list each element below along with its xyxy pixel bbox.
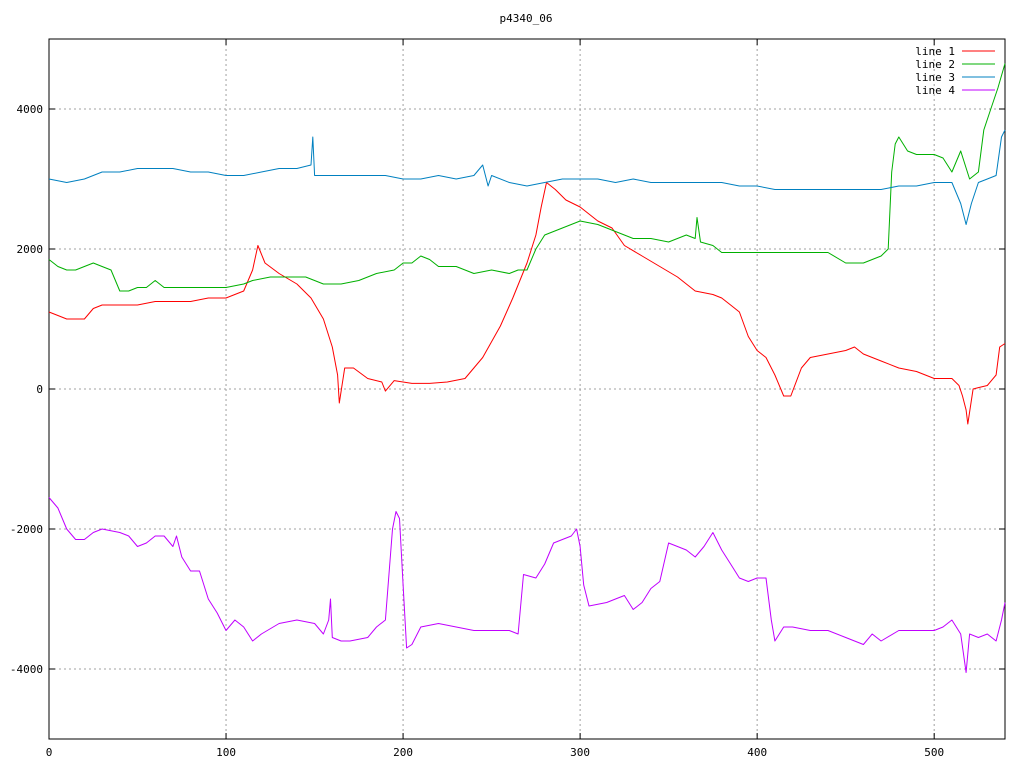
legend-label-3: line 3: [915, 71, 955, 84]
y-tick-label: 0: [36, 383, 43, 396]
plot-border: [48, 38, 1006, 740]
series-line-1: [48, 182, 1006, 425]
series-line-4: [48, 497, 1006, 673]
x-tick-label: 200: [393, 746, 413, 759]
plot-frame: [48, 38, 1006, 740]
x-tick-label: 0: [46, 746, 53, 759]
x-tick-label: 500: [924, 746, 944, 759]
series-line-3: [48, 129, 1006, 225]
x-tick-label: 300: [570, 746, 590, 759]
y-tick-label: -4000: [10, 663, 43, 676]
y-tick-label: 2000: [17, 243, 44, 256]
y-axis: -4000 -2000 0 2000 4000: [10, 103, 1005, 676]
x-tick-label: 100: [216, 746, 236, 759]
series-group: [48, 63, 1006, 673]
grid: [49, 39, 1005, 739]
legend-label-1: line 1: [915, 45, 955, 58]
chart-title: p4340_06: [500, 12, 553, 25]
series-line-2: [48, 63, 1006, 292]
x-tick-label: 400: [747, 746, 767, 759]
legend-label-2: line 2: [915, 58, 955, 71]
x-axis: 0 100 200 300 400 500: [46, 39, 944, 759]
y-tick-label: -2000: [10, 523, 43, 536]
legend-label-4: line 4: [915, 84, 955, 97]
y-tick-label: 4000: [17, 103, 44, 116]
